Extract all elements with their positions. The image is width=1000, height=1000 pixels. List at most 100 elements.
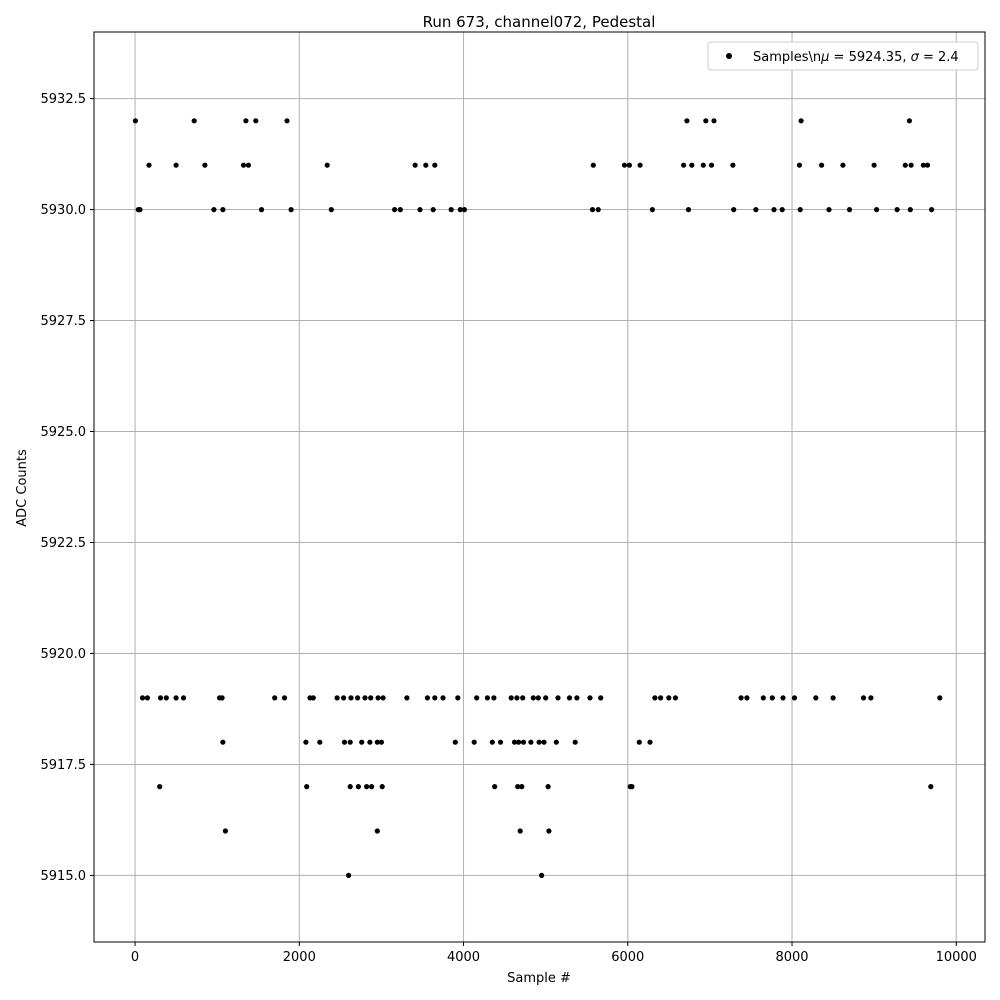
data-point [672,695,679,701]
data-point [412,162,418,168]
data-point [928,784,934,790]
data-point [157,784,163,790]
data-point [347,784,353,790]
data-point [146,162,152,168]
data-point [555,695,561,701]
data-point [797,207,803,213]
data-point [211,207,217,213]
data-point [738,695,744,701]
data-point [430,207,436,213]
data-point [530,695,536,701]
data-point [219,695,225,701]
data-point [484,695,490,701]
data-point [536,739,542,745]
data-point [846,207,853,213]
data-point [572,739,578,745]
data-point [368,695,374,701]
y-axis-ticks: 5915.0 5917.5 5920.0 5922.5 5925.0 5927.5 5930… [41,92,94,884]
data-point [520,739,527,745]
data-point [424,695,430,701]
data-point [520,695,526,701]
data-point [334,695,340,701]
data-point [626,162,633,168]
data-point [258,207,265,213]
data-point [545,784,551,790]
data-point [595,207,601,213]
data-point [666,695,672,701]
data-point [906,118,913,124]
data-point [452,739,458,745]
data-point [826,207,832,213]
data-point [191,118,197,124]
data-point [780,695,786,701]
x-tick-label: 0 [131,950,139,965]
data-point [139,695,146,701]
data-point [341,739,348,745]
data-point [157,695,164,701]
data-point [553,739,559,745]
data-point [753,207,759,213]
data-point [243,118,249,124]
data-point [375,695,381,701]
data-point [798,118,804,124]
data-point [245,162,251,168]
legend-label: Samples\nμ = 5924.35, σ = 2.4 [753,50,959,65]
data-point [461,207,467,213]
data-point [288,207,294,213]
data-point [649,207,656,213]
data-point [689,162,695,168]
data-point [355,695,361,701]
grid-lines [94,32,985,942]
data-point [180,695,187,701]
data-point [378,739,384,745]
data-point [907,207,913,213]
data-point [541,739,547,745]
data-point [440,695,446,701]
data-point [813,695,819,701]
data-point [281,695,288,701]
data-point [310,695,316,701]
data-point [348,695,354,701]
data-point [492,784,498,790]
y-tick-label: 5932.5 [41,92,87,107]
data-point [163,695,169,701]
data-point [730,162,736,168]
data-point [222,828,228,834]
data-point [587,695,593,701]
data-point [574,695,580,701]
y-tick-label: 5925.0 [41,425,87,440]
legend: Samples\nμ = 5924.35, σ = 2.4 [707,41,979,71]
data-point [860,695,867,701]
data-point [566,695,573,701]
data-point [731,207,737,213]
data-point [511,739,518,745]
data-point [355,784,361,790]
data-point [929,207,935,213]
data-point [711,118,717,124]
data-point [685,207,692,213]
data-point [173,695,179,701]
x-tick-label: 10000 [936,950,977,965]
data-point [303,739,309,745]
data-point [871,162,877,168]
data-point [448,207,454,213]
data-point [404,695,410,701]
data-point [362,695,368,701]
data-point [423,162,429,168]
data-point [535,695,541,701]
data-point [240,162,247,168]
data-point [514,695,520,701]
data-point [779,207,785,213]
data-point [543,695,549,701]
data-point [369,784,375,790]
data-point [703,118,709,124]
data-point [347,739,353,745]
data-point [700,162,706,168]
data-point [539,872,545,879]
data-point [516,739,522,745]
data-point [471,739,477,745]
data-point [132,118,138,124]
data-point [937,695,943,701]
data-point [791,695,798,701]
data-point [392,207,398,213]
